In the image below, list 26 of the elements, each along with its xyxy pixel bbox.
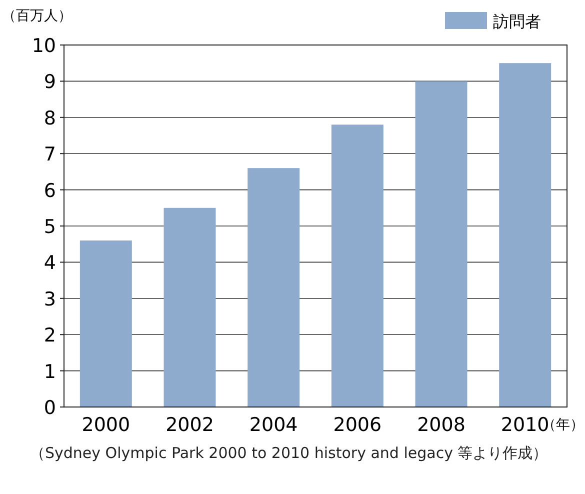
x-tick-label: 2000 [82,414,130,436]
y-tick-label: 6 [44,180,56,202]
bar [499,63,552,407]
y-tick-label: 0 [44,397,56,419]
y-tick-label: 3 [44,288,56,310]
x-tick-label: 2004 [249,414,298,436]
y-tick-label: 5 [44,216,56,238]
y-tick-label: 8 [44,107,56,130]
text: （Sydney Olympic Park 2000 to 2010 history and legacy 等より作成） [30,443,549,464]
bar [331,124,384,407]
bar [415,81,468,407]
y-tick-label: 4 [44,252,56,274]
x-tick-label: 2006 [333,414,382,436]
bar [164,208,216,407]
x-tick-label: 2008 [417,414,466,436]
y-tick-label: 2 [44,324,56,347]
x-tick-label: 2002 [166,414,214,436]
y-tick-label: 9 [44,71,56,94]
bar [80,240,132,407]
legend-label: 訪問者 [493,12,541,31]
y-tick-label: 7 [44,144,56,166]
y-axis-title: （百万人） [2,8,72,24]
y-tick-label: 10 [32,35,56,57]
x-tick-label: 2010 [500,414,550,436]
bar [248,168,300,407]
y-tick-label: 1 [44,360,56,383]
